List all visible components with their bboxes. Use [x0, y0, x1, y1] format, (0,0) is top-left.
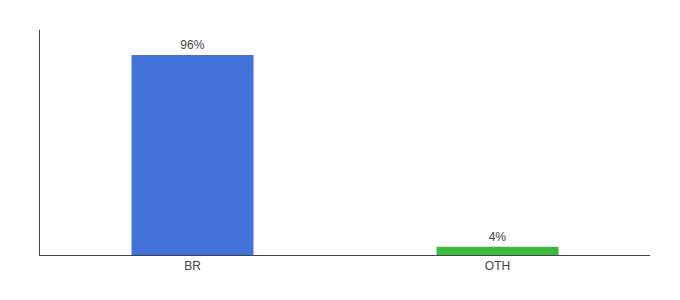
svg-text:BR: BR — [184, 259, 201, 273]
svg-text:96%: 96% — [180, 38, 204, 52]
svg-text:4%: 4% — [489, 230, 507, 244]
svg-text:OTH: OTH — [485, 259, 510, 273]
